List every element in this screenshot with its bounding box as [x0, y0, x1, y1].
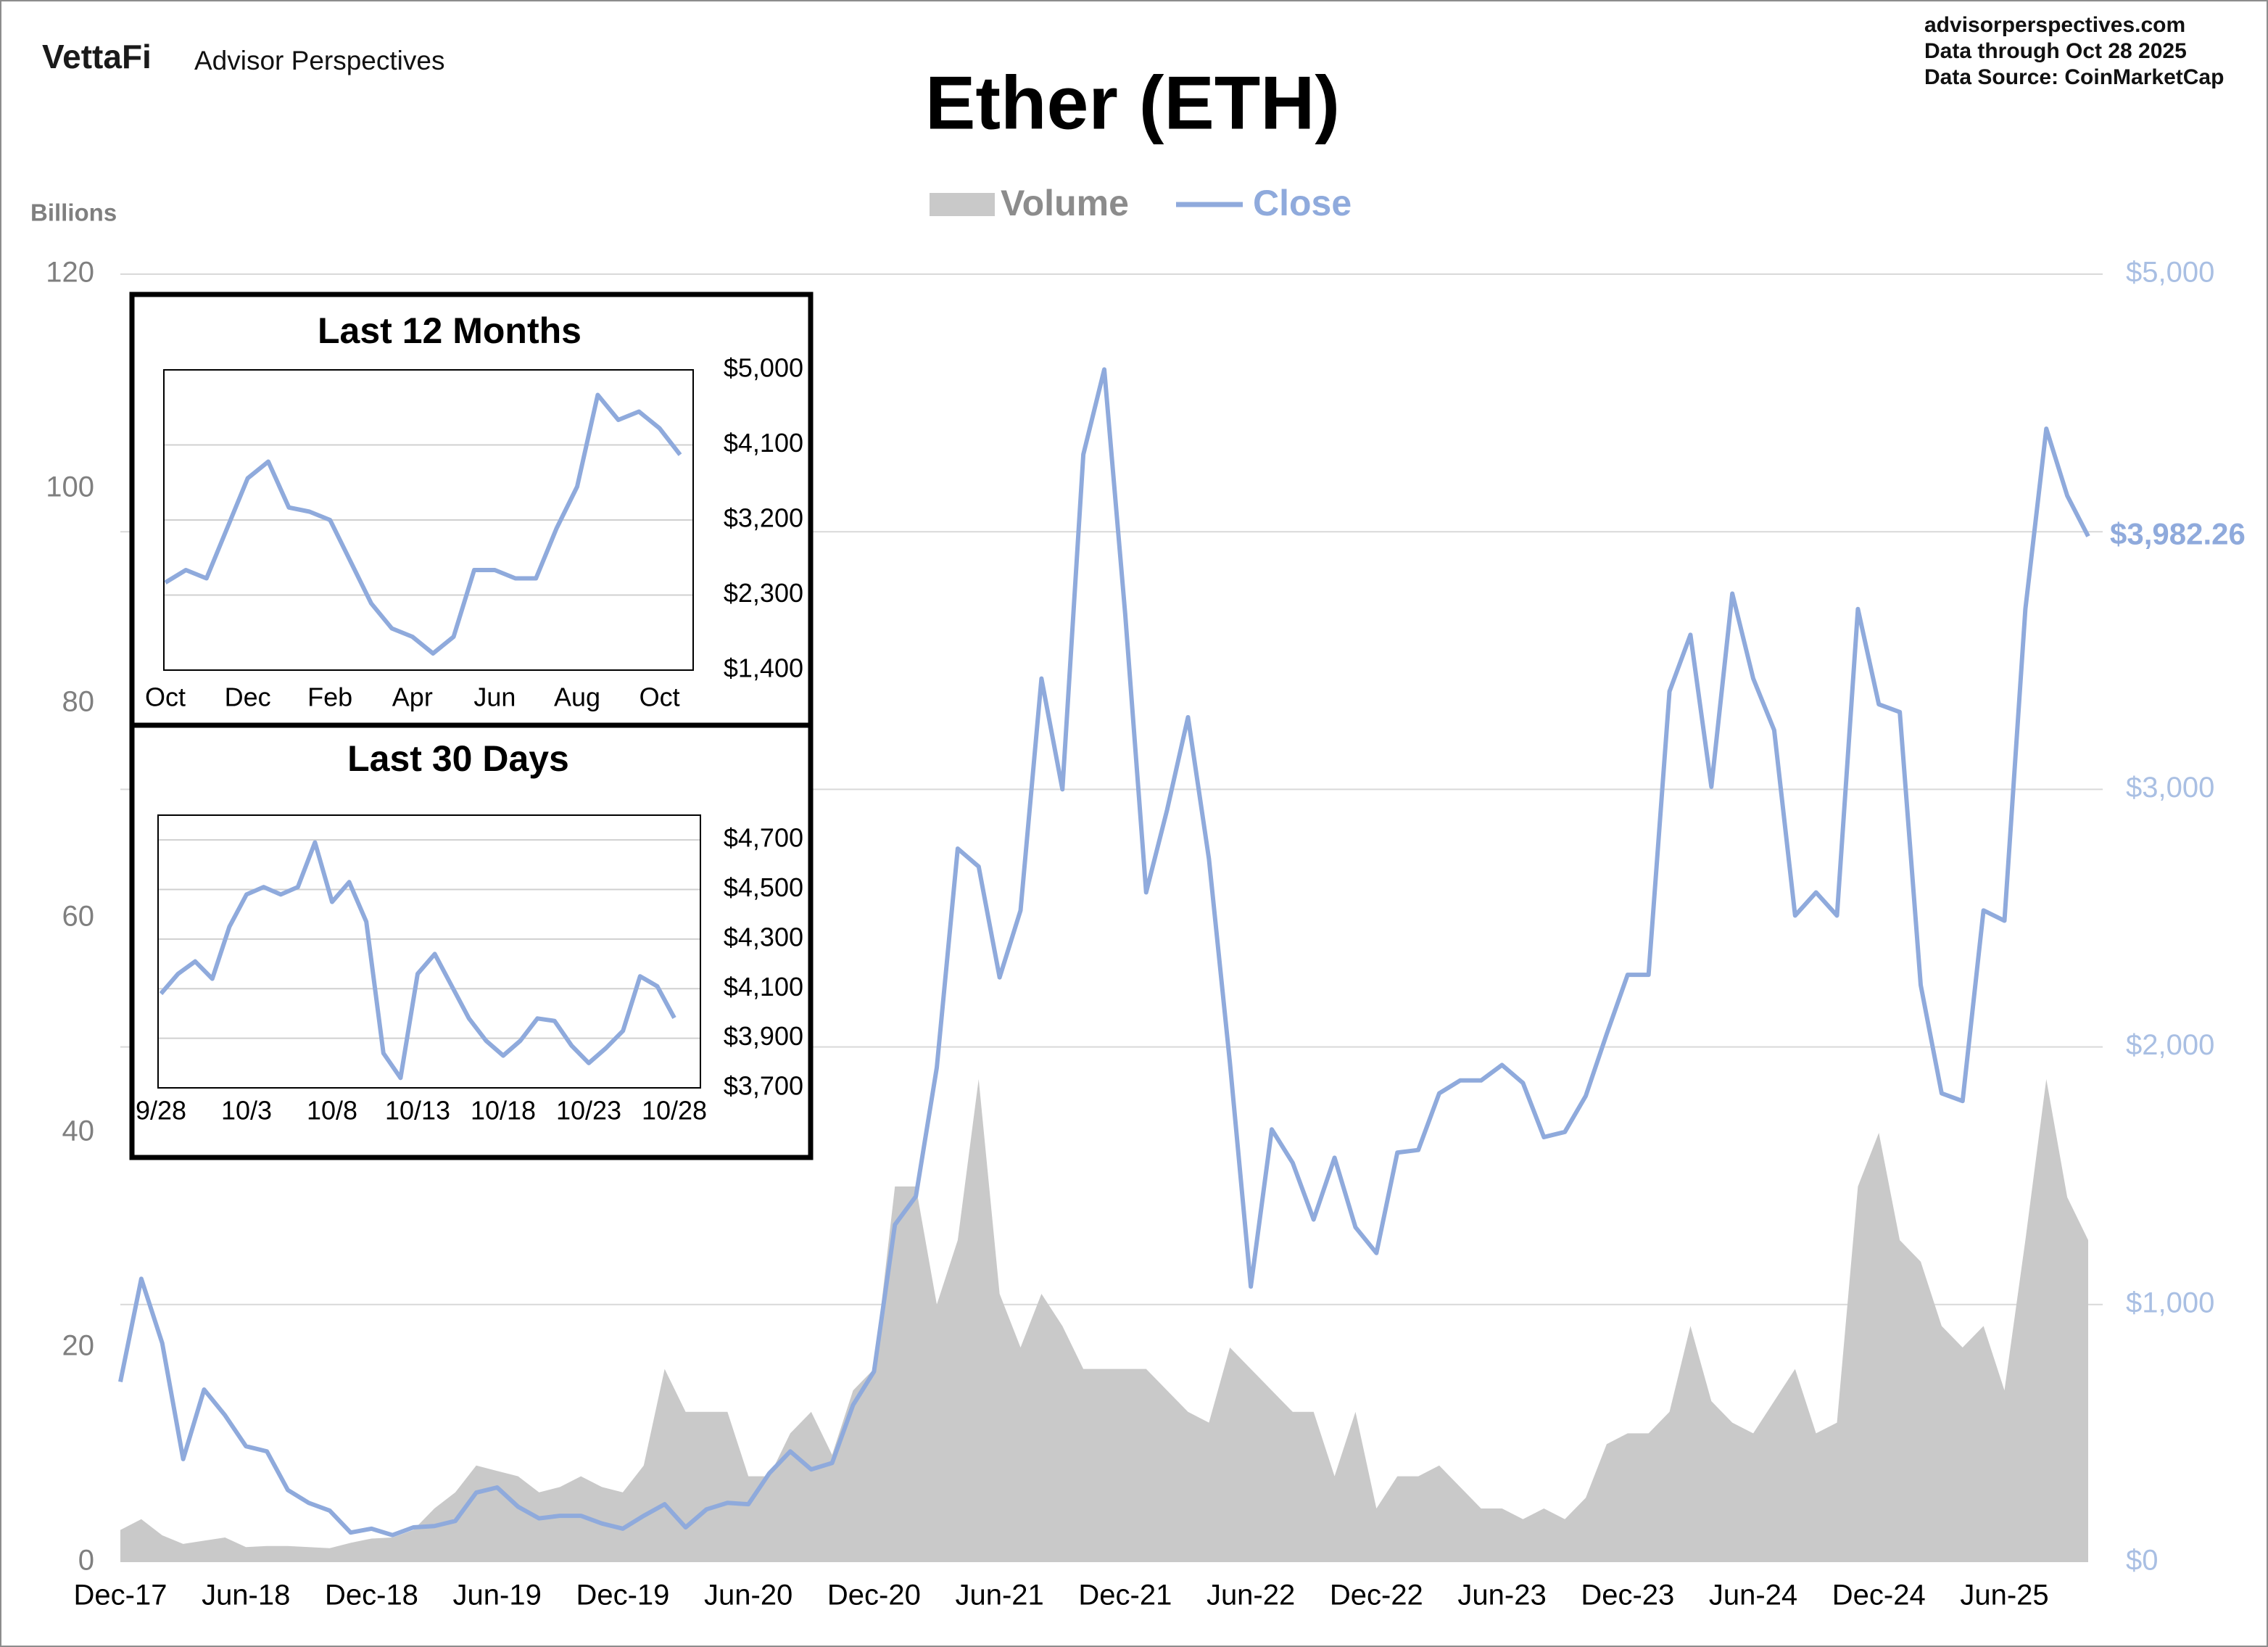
close-line [118, 367, 2090, 1537]
y2-tick-label: $3,000 [2126, 772, 2214, 804]
y2-tick-label: $5,000 [2126, 257, 2214, 289]
y-tick-label: $4,700 [724, 823, 803, 853]
x-tick-label: Dec-22 [1330, 1580, 1423, 1611]
y-tick-label: 0 [78, 1545, 94, 1577]
inset-title: Last 12 Months [318, 310, 582, 351]
x-tick-label: Dec-21 [1078, 1580, 1172, 1611]
price-line [159, 840, 676, 1081]
x-tick-label: Apr [392, 682, 433, 712]
y-tick-label: $4,500 [724, 872, 803, 902]
y2-tick-label: $0 [2126, 1545, 2159, 1577]
x-tick-label: 10/18 [471, 1096, 536, 1126]
inset-title: Last 30 Days [347, 738, 569, 779]
inset-box [129, 722, 814, 1160]
y-tick-label: 60 [62, 901, 95, 933]
y-tick-label: $1,400 [724, 653, 803, 683]
y-tick-label: 40 [62, 1115, 95, 1147]
y-tick-label: 80 [62, 686, 95, 718]
y2-tick-label: $2,000 [2126, 1029, 2214, 1061]
x-tick-label: 10/28 [642, 1096, 707, 1126]
y-tick-label: 20 [62, 1330, 95, 1362]
chart-title: Ether (ETH) [925, 61, 1340, 145]
x-tick-label: Jun-22 [1207, 1580, 1295, 1611]
x-tick-label: Jun-23 [1457, 1580, 1546, 1611]
y-tick-label: $4,300 [724, 922, 803, 952]
x-tick-label: Dec [225, 682, 271, 712]
x-tick-label: Dec-19 [576, 1580, 669, 1611]
x-tick-label: Dec-23 [1581, 1580, 1674, 1611]
y-tick-label: $3,900 [724, 1021, 803, 1051]
inset-box [129, 292, 814, 728]
x-tick-label: Aug [554, 682, 600, 712]
legend-label: Close [1253, 183, 1352, 223]
y-tick-label: $3,200 [724, 503, 803, 533]
value-label: $3,982.26 [2110, 517, 2246, 551]
y-tick-label: $4,100 [724, 428, 803, 458]
data-through: Data through Oct 28 2025 [1924, 39, 2187, 63]
x-tick-label: Jun-25 [1960, 1580, 2048, 1611]
x-tick-label: Dec-24 [1832, 1580, 1926, 1611]
legend-label: Volume [1001, 183, 1129, 223]
x-tick-label: Oct [640, 682, 680, 712]
volume-area [120, 1079, 2088, 1562]
site-name: Advisor Perspectives [194, 46, 444, 75]
x-tick-label: Jun [473, 682, 516, 712]
data-source: Data Source: CoinMarketCap [1924, 65, 2224, 89]
x-tick-label: 10/3 [221, 1096, 272, 1126]
price-line [164, 392, 682, 656]
x-tick-label: 10/8 [307, 1096, 357, 1126]
plot-frame [157, 814, 701, 1089]
y-axis-label: Billions [30, 199, 117, 226]
x-tick-label: 9/28 [136, 1096, 186, 1126]
x-tick-label: Dec-18 [325, 1580, 418, 1611]
y-tick-label: $3,700 [724, 1071, 803, 1101]
y2-tick-label: $1,000 [2126, 1287, 2214, 1318]
x-tick-label: Jun-24 [1709, 1580, 1797, 1611]
legend-swatch [930, 193, 995, 216]
brand: VettaFi [42, 38, 152, 75]
value-label-bg [2108, 517, 2261, 556]
plot-frame [163, 369, 694, 671]
x-tick-label: Jun-20 [704, 1580, 792, 1611]
y-tick-label: $2,300 [724, 578, 803, 608]
x-tick-label: Jun-21 [955, 1580, 1043, 1611]
x-tick-label: Dec-17 [74, 1580, 167, 1611]
y-tick-label: $5,000 [724, 353, 803, 383]
x-tick-label: 10/23 [556, 1096, 621, 1126]
x-tick-label: Dec-20 [827, 1580, 921, 1611]
y-tick-label: $4,100 [724, 972, 803, 1002]
y-tick-label: 120 [46, 257, 94, 289]
x-tick-label: Jun-18 [202, 1580, 290, 1611]
y-tick-label: 100 [46, 471, 94, 503]
x-tick-label: Jun-19 [453, 1580, 542, 1611]
x-tick-label: 10/13 [385, 1096, 450, 1126]
site-url: advisorperspectives.com [1924, 13, 2185, 37]
x-tick-label: Feb [307, 682, 352, 712]
x-tick-label: Oct [145, 682, 186, 712]
